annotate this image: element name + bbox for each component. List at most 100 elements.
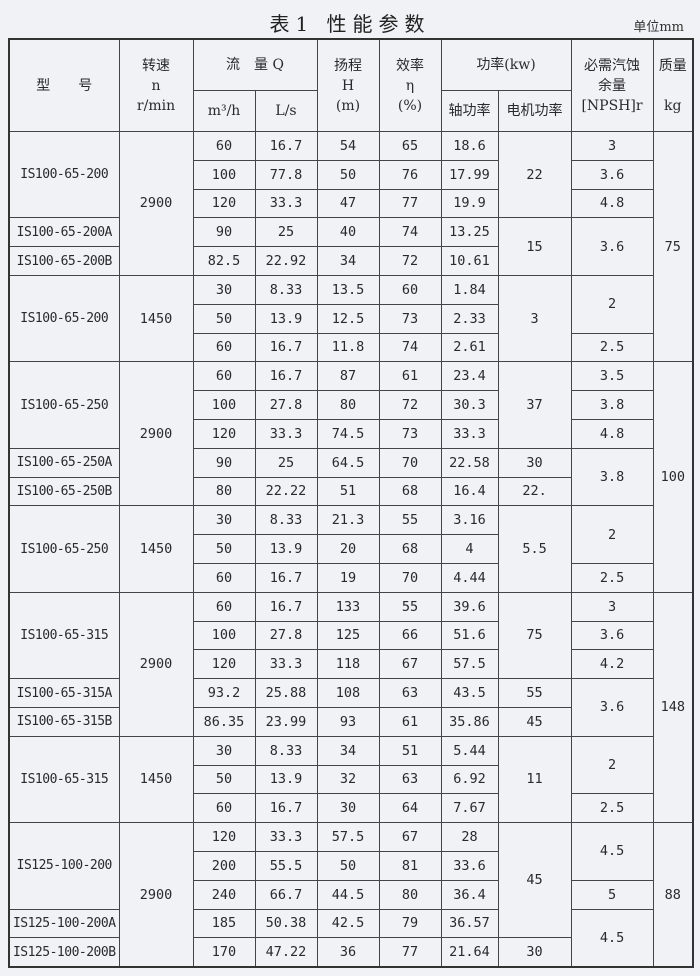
head-cell: 125 [316,620,380,651]
head-cell: 32 [316,764,380,795]
npsh-cell: 2 [570,505,654,564]
table-row: IS100-65-250 2900 60 16.7 87 61 23.4 37 3.5 100 [8,361,694,593]
npsh-cell: 4.5 [570,908,654,968]
efficiency-cell: 68 [378,476,442,507]
flow-m3h-cell: 90 [192,217,256,248]
efficiency-cell: 73 [378,418,442,449]
npsh-cell: 3.6 [570,217,654,276]
flow-m3h-cell: 30 [192,274,256,305]
shaft-power-cell: 1.84 [440,274,499,305]
flow-m3h-cell: 120 [192,188,256,219]
head-cell: 20 [316,534,380,564]
head-cell: 118 [316,649,380,680]
head-cell: 12.5 [316,303,380,334]
table-row: IS100-65-200A 90 25 40 74 13.25 15 3.6 [8,217,693,276]
flow-m3h-cell: 185 [192,908,256,939]
flow-ls-cell: 23.99 [254,706,318,737]
table-row: IS125-100-200 2900 120 33.3 57.5 67 28 45 4.5 88 [8,822,694,968]
motor-power-cell: 37 [497,361,572,449]
table-row: IS100-65-250A 90 25 64.5 70 22.58 30 3.8 [8,447,693,507]
flow-ls-cell: 13.9 [254,764,318,795]
npsh-cell: 2.5 [570,793,654,824]
head-cell: 87 [316,361,380,392]
header-flow-ls: L/s [254,90,318,132]
flow-ls-cell: 16.7 [254,793,318,824]
header-model: 型 号 [8,38,120,132]
flow-m3h-cell: 100 [192,159,256,190]
efficiency-cell: 51 [378,735,442,766]
npsh-cell: 3.8 [570,390,654,420]
table-row: 120 33.3 118 67 57.5 4.2 [9,649,693,680]
motor-power-cell: 55 [497,678,572,708]
shaft-power-cell: 4 [440,534,499,564]
table-row: IS100-65-250 1450 30 8.33 21.3 55 3.16 5.5 2 [8,505,693,593]
flow-m3h-cell: 170 [192,937,256,968]
unit-label: 单位mm [633,20,684,35]
header-head: 扬程 H (m) [316,38,380,132]
head-cell: 51 [316,476,380,507]
speed-cell: 2900 [118,822,194,968]
flow-ls-cell: 47.22 [254,937,318,968]
table-row: 200 55.5 50 81 33.6 [9,850,693,881]
flow-m3h-cell: 120 [192,649,256,680]
shaft-power-cell: 36.57 [440,908,499,939]
motor-power-cell: 30 [497,447,572,478]
shaft-power-cell: 4.44 [440,562,499,593]
flow-ls-cell: 13.9 [254,303,318,334]
mass-cell: 148 [652,591,694,824]
efficiency-cell: 81 [378,850,442,881]
flow-ls-cell: 25 [254,447,318,478]
npsh-cell: 3 [570,591,654,622]
npsh-cell: 3.6 [570,159,654,190]
model-cell: IS100-65-315A [8,678,120,708]
npsh-cell: 3.6 [570,678,654,737]
model-cell: IS100-65-250 [8,361,120,449]
efficiency-cell: 80 [378,879,442,910]
model-cell: IS125-100-200B [8,937,120,968]
motor-power-cell: 15 [497,217,572,276]
speed-cell: 1450 [118,274,194,363]
efficiency-cell: 63 [378,678,442,708]
efficiency-cell: 74 [378,217,442,248]
flow-m3h-cell: 200 [192,850,256,881]
flow-m3h-cell: 50 [192,303,256,334]
table-row: 60 16.7 11.8 74 2.61 2.5 [9,332,693,363]
head-cell: 74.5 [316,418,380,449]
head-cell: 93 [316,706,380,737]
shaft-power-cell: 22.58 [440,447,499,478]
flow-m3h-cell: 60 [192,131,256,161]
flow-ls-cell: 66.7 [254,879,318,910]
motor-power-cell: 75 [497,591,572,680]
table-row: 50 13.9 20 68 4 [9,534,693,564]
npsh-cell: 2.5 [570,562,654,593]
efficiency-cell: 72 [378,246,442,276]
efficiency-cell: 70 [378,562,442,593]
header-flow: 流 量 Q [192,38,318,91]
efficiency-cell: 70 [378,447,442,478]
performance-table: 型 号 转速 n r/min 流 量 Q 扬程 H (m) 效率 η (%) 功率(kw) … [8,38,695,969]
flow-ls-cell: 16.7 [254,131,318,161]
header-motor-power: 电机功率 [497,90,572,132]
efficiency-cell: 64 [378,793,442,824]
flow-ls-cell: 8.33 [254,735,318,766]
shaft-power-cell: 28 [440,822,499,852]
shaft-power-cell: 57.5 [440,649,499,680]
model-cell: IS100-65-250 [8,505,120,593]
header-flow-m3h: m³/h [192,90,256,132]
mass-cell: 100 [652,361,694,593]
head-cell: 34 [316,246,380,276]
speed-cell: 2900 [118,131,194,276]
flow-m3h-cell: 50 [192,764,256,795]
table-row: IS125-100-200B 170 47.22 36 77 21.64 30 [8,937,693,968]
flow-ls-cell: 33.3 [254,418,318,449]
flow-m3h-cell: 240 [192,879,256,910]
shaft-power-cell: 16.4 [440,476,499,507]
motor-power-cell: 45 [497,706,572,737]
flow-m3h-cell: 82.5 [192,246,256,276]
shaft-power-cell: 2.33 [440,303,499,334]
head-cell: 133 [316,591,380,622]
shaft-power-cell: 33.3 [440,418,499,449]
shaft-power-cell: 23.4 [440,361,499,392]
shaft-power-cell: 13.25 [440,217,499,248]
